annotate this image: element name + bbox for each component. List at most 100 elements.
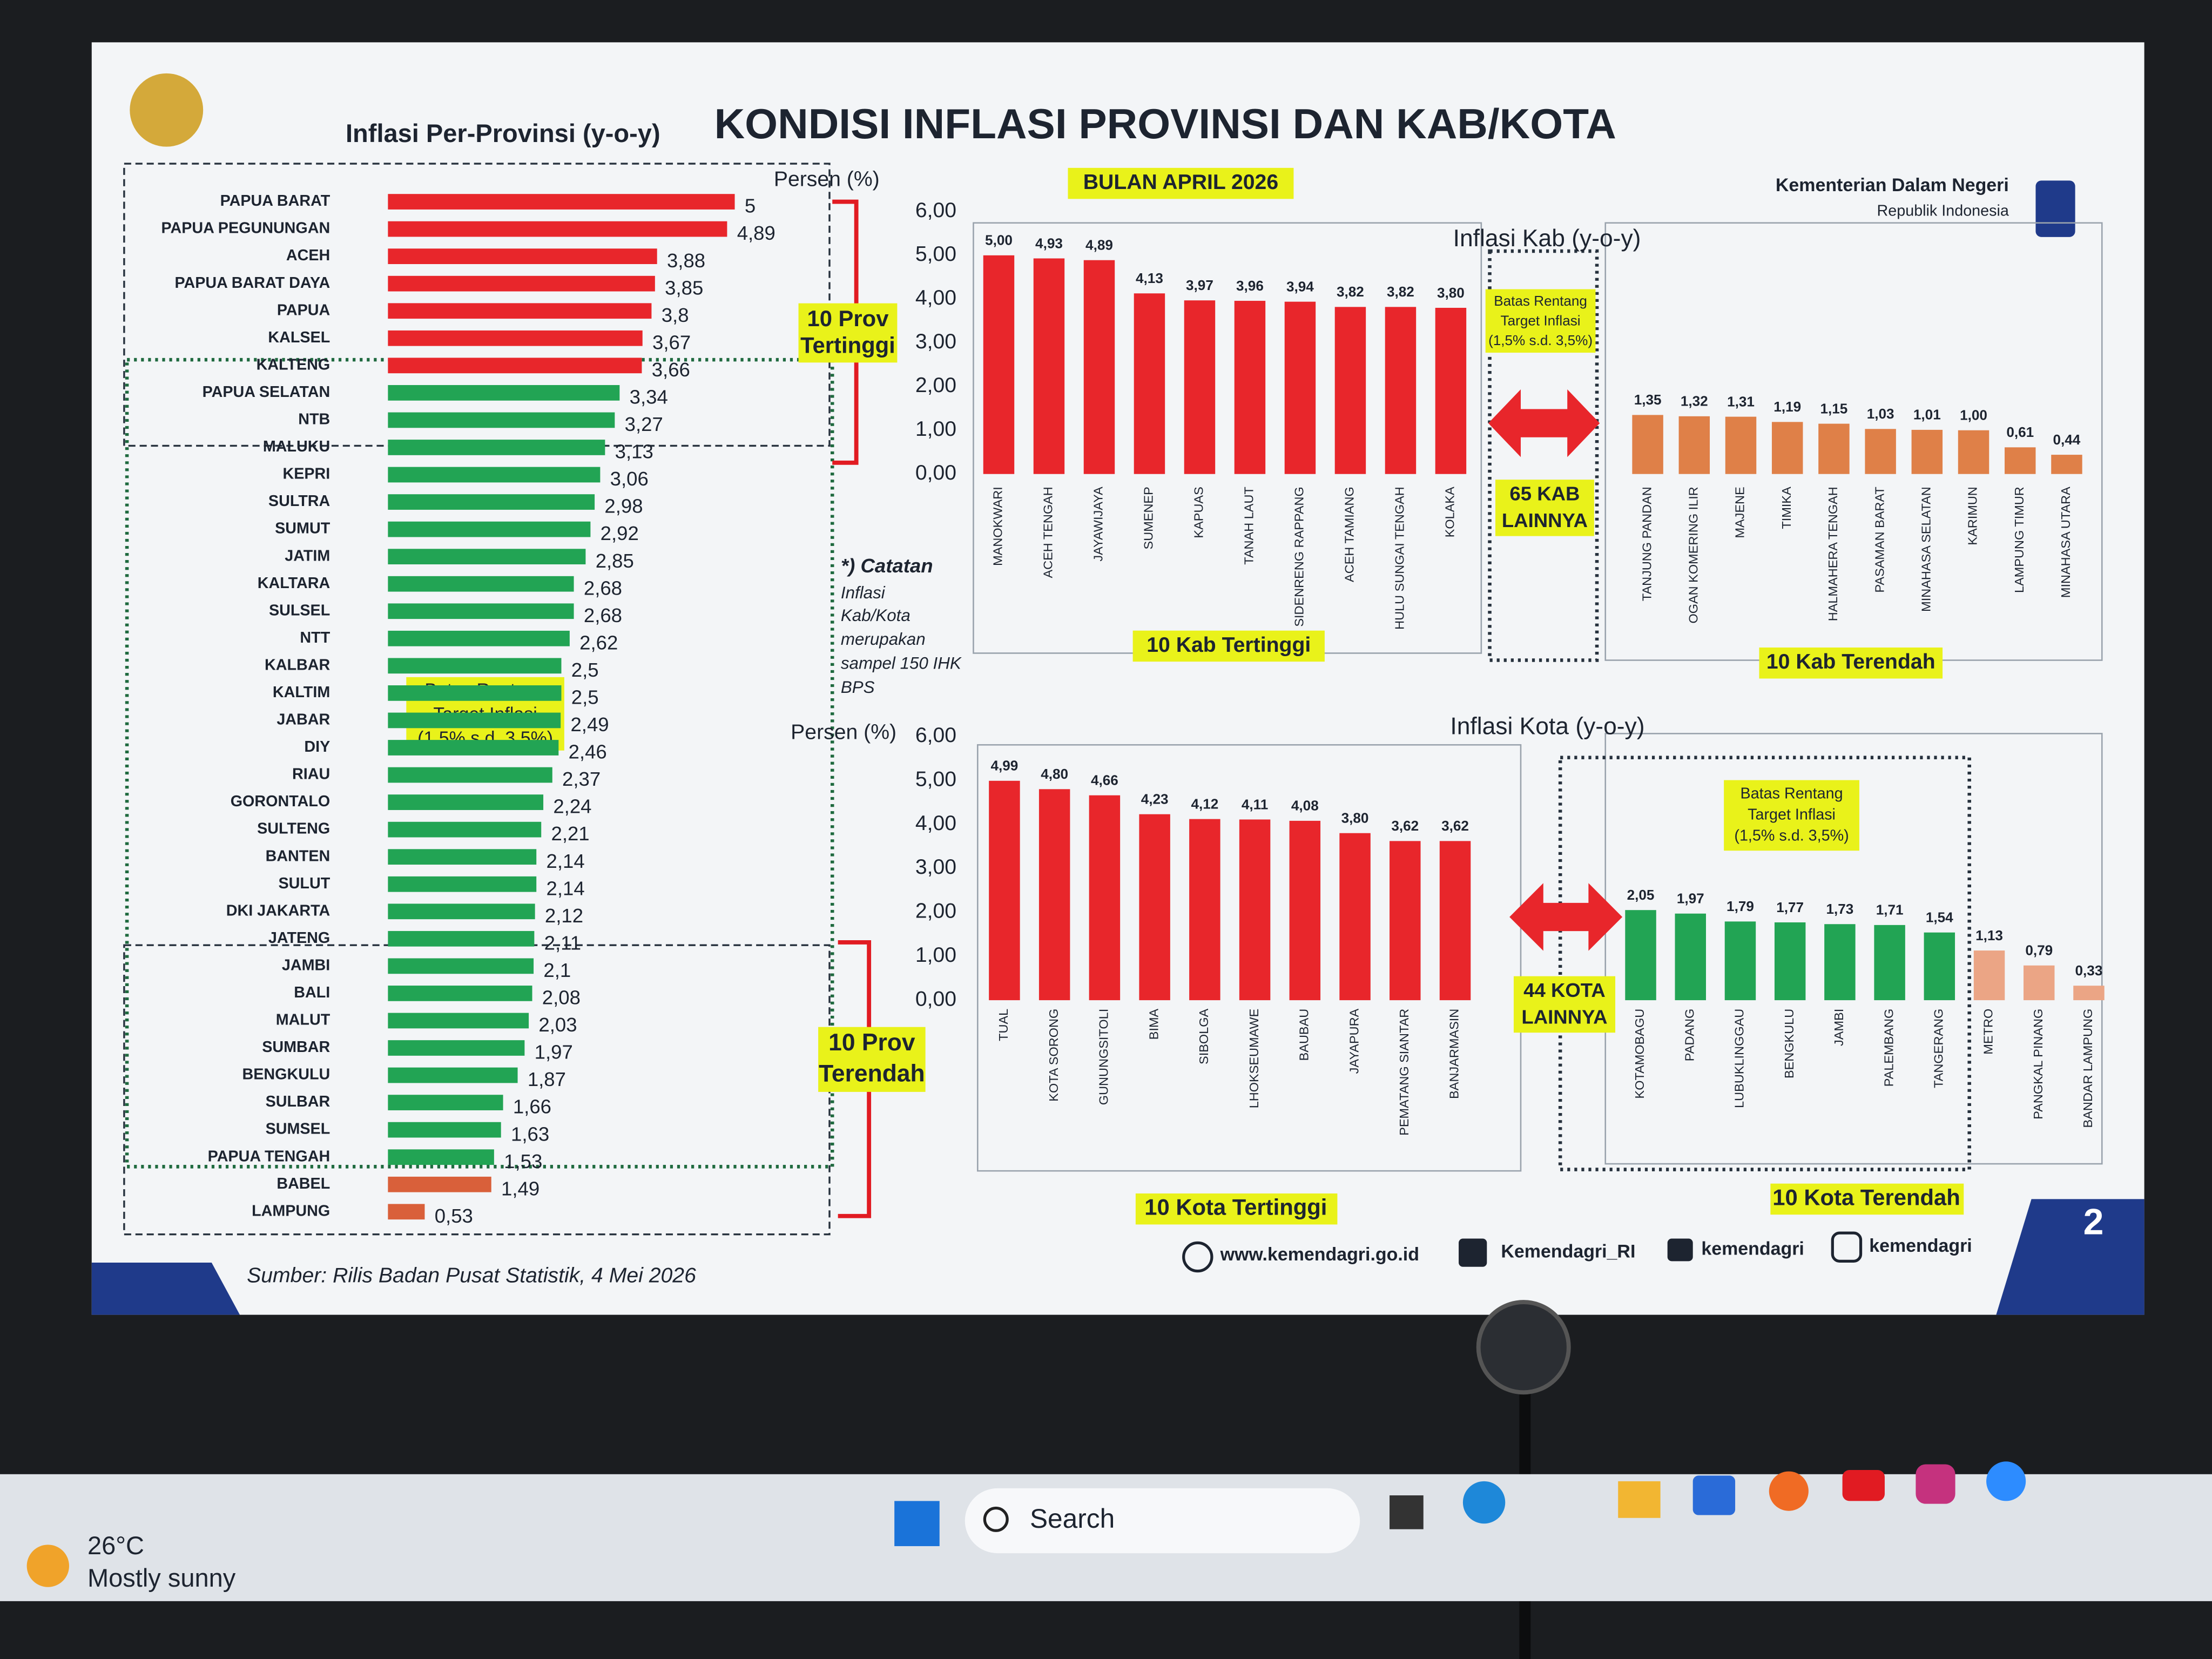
search-placeholder: Search <box>1030 1503 1115 1534</box>
value-label: 4,11 <box>1242 796 1268 812</box>
app-icon[interactable] <box>1462 1481 1506 1524</box>
bar <box>1435 307 1467 474</box>
plot-box <box>1604 733 2103 1165</box>
y-tick-label: SULUT <box>279 875 331 892</box>
bar <box>388 630 570 646</box>
value-label: 2,08 <box>542 987 581 1009</box>
bar <box>1818 423 1850 474</box>
value-label: 1,79 <box>1727 898 1754 914</box>
twitter: kemendagri <box>1701 1238 1804 1259</box>
x-tick-label: MANOKWARI <box>991 487 1005 566</box>
highlight <box>1132 630 1325 662</box>
y-tick-label: KALSEL <box>268 329 330 346</box>
value-label: 2,14 <box>547 877 585 899</box>
target-band-box <box>1558 756 1971 1171</box>
x-tick-label: BANJARMASIN <box>1447 1009 1461 1099</box>
y-tick-label: 0,00 <box>915 987 956 1010</box>
value-label: 1,32 <box>1681 393 1708 409</box>
y-tick-label: 5,00 <box>915 242 956 266</box>
y-tick-label: DIY <box>304 738 330 756</box>
value-label: 3,34 <box>630 386 668 408</box>
emblem <box>130 73 204 147</box>
highlight <box>1759 648 1943 679</box>
value-label: 3,13 <box>615 441 653 463</box>
start-button[interactable] <box>894 1501 940 1547</box>
bar <box>388 986 532 1001</box>
bar <box>2051 455 2082 474</box>
bar <box>388 221 727 237</box>
bar <box>1439 841 1471 1001</box>
y-tick-label: KEPRI <box>282 466 330 483</box>
value-label: 0,44 <box>2053 431 2081 448</box>
app-icon[interactable] <box>1986 1461 2026 1501</box>
bar <box>388 358 642 374</box>
y-tick-label: MALUT <box>276 1011 331 1029</box>
bar <box>388 412 615 428</box>
weather-icon <box>26 1545 69 1587</box>
bar <box>388 1095 503 1110</box>
temperature: 26°C <box>87 1531 144 1560</box>
app-icon[interactable] <box>1618 1481 1661 1518</box>
value-label: 2,5 <box>571 686 599 709</box>
app-icon[interactable] <box>1692 1475 1736 1515</box>
bar <box>388 440 605 455</box>
value-label: 3,66 <box>652 359 690 381</box>
y-tick-label: SULBAR <box>266 1093 331 1110</box>
x-tick-label: METRO <box>1981 1009 1995 1055</box>
value-label: 3,97 <box>1186 277 1213 293</box>
bar <box>388 903 535 920</box>
x-tick-label: ACEH TAMIANG <box>1343 487 1357 582</box>
bar <box>1038 789 1070 1001</box>
y-tick-label: KALTIM <box>273 684 330 701</box>
bar <box>388 876 537 892</box>
value-label: 2,46 <box>569 741 607 763</box>
weather: Mostly sunny <box>87 1563 236 1592</box>
bar <box>1189 819 1220 1001</box>
bar <box>2024 965 2055 1001</box>
bar <box>388 603 574 619</box>
bar <box>388 549 586 565</box>
app-icon[interactable] <box>1390 1495 1424 1529</box>
x-tick-label: SUMENEP <box>1142 487 1156 549</box>
value-label: 2,68 <box>584 577 622 599</box>
value-label: 1,35 <box>1634 392 1662 408</box>
y-tick-label: 5,00 <box>915 767 956 791</box>
bar <box>388 275 655 292</box>
y-tick-label: 4,00 <box>915 286 956 309</box>
value-label: 1,15 <box>1820 400 1848 416</box>
value-label: 2,5 <box>571 659 599 681</box>
annotation: LAINNYA <box>1521 1006 1607 1028</box>
x-tick-label: KAPUAS <box>1192 487 1206 538</box>
bar <box>388 767 552 783</box>
annotation: Batas Rentang <box>1494 293 1587 309</box>
search-box[interactable] <box>965 1488 1360 1554</box>
x-tick-label: MINAHASA SELATAN <box>1919 487 1933 612</box>
value-label: 1,13 <box>1975 927 2003 943</box>
page-corner <box>1996 1199 2144 1315</box>
org: Kementerian Dalam Negeri <box>1776 175 2009 195</box>
bar <box>1678 416 1710 474</box>
highlight <box>1485 289 1596 353</box>
value-label: 2,1 <box>543 959 571 981</box>
bar <box>1824 924 1856 1001</box>
value-label: 3,8 <box>662 304 689 326</box>
app-icon[interactable] <box>1842 1469 1885 1501</box>
bar <box>1184 300 1216 474</box>
y-tick-label: BENGKULU <box>242 1066 331 1083</box>
web-icon <box>1182 1241 1213 1273</box>
annotation: LAINNYA <box>1502 509 1588 531</box>
annotation: 44 KOTA <box>1523 979 1606 1001</box>
value-label: 1,63 <box>511 1123 549 1145</box>
bar <box>2005 447 2036 474</box>
bar <box>2073 986 2105 1001</box>
value-label: 2,11 <box>544 932 581 954</box>
annotation: 10 Kab Tertinggi <box>1147 633 1311 657</box>
value-label: 1,97 <box>535 1041 573 1063</box>
value-label: 0,61 <box>2006 424 2034 440</box>
bar <box>1724 921 1756 1001</box>
x-tick-label: JAYAWIJAYA <box>1091 487 1105 562</box>
app-icon[interactable] <box>1916 1464 1955 1504</box>
x-tick-label: TIMIKA <box>1779 487 1793 529</box>
app-icon[interactable] <box>1769 1471 1809 1511</box>
